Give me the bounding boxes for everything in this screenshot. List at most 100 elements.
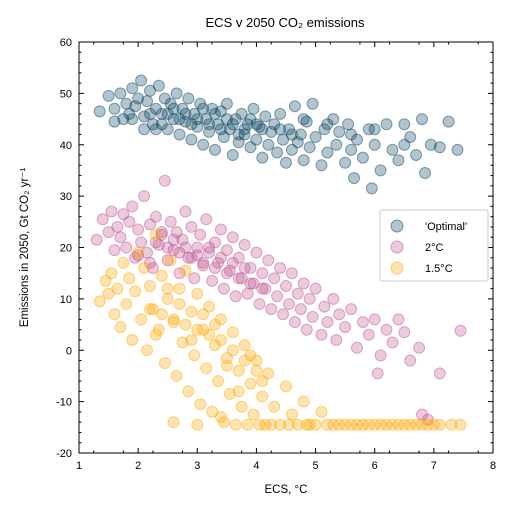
data-point	[256, 282, 269, 295]
data-point	[280, 156, 292, 169]
data-point	[188, 272, 201, 285]
data-point	[392, 418, 405, 431]
data-point	[256, 123, 269, 136]
data-point	[442, 115, 455, 128]
data-point	[285, 143, 298, 156]
data-point	[149, 228, 162, 241]
data-point	[451, 143, 464, 156]
data-point	[291, 136, 304, 149]
data-point	[108, 308, 121, 321]
data-point	[421, 413, 434, 426]
data-point	[238, 128, 251, 141]
data-point	[365, 182, 378, 195]
data-point	[303, 292, 316, 305]
data-point	[454, 418, 467, 431]
x-axis-ticks: 1 2 3 4 5 6 7 8	[76, 42, 496, 472]
data-point	[173, 246, 186, 259]
series-1-points	[90, 174, 467, 426]
data-point	[226, 118, 239, 131]
data-point	[238, 262, 251, 274]
data-point	[256, 390, 269, 403]
data-point	[188, 349, 201, 362]
data-point	[419, 167, 431, 179]
data-point	[294, 128, 307, 141]
data-point	[386, 418, 399, 431]
data-point	[229, 290, 242, 303]
data-point	[404, 354, 417, 367]
data-point	[161, 282, 174, 295]
data-point	[410, 418, 423, 431]
data-point	[241, 287, 254, 300]
data-point	[209, 339, 221, 352]
data-point	[238, 354, 251, 367]
data-point	[277, 133, 289, 146]
data-point	[197, 259, 210, 272]
data-point	[197, 102, 210, 115]
data-point	[167, 244, 180, 257]
data-point	[179, 241, 192, 254]
data-point	[111, 220, 124, 233]
data-point	[144, 218, 156, 231]
data-point	[232, 364, 245, 377]
data-point	[197, 308, 210, 321]
data-point	[135, 74, 148, 87]
data-point	[102, 287, 115, 300]
data-point	[256, 267, 269, 280]
x-tick-label: 5	[313, 460, 319, 472]
data-point	[155, 228, 168, 241]
data-point	[424, 138, 437, 151]
data-point	[149, 123, 162, 136]
data-point	[380, 418, 393, 431]
y-tick-label: 10	[60, 294, 72, 306]
series-2-points	[93, 228, 467, 431]
data-point	[176, 102, 189, 115]
data-point	[176, 336, 189, 349]
data-point	[398, 326, 411, 339]
x-tick-label: 3	[194, 460, 200, 472]
data-point	[232, 251, 245, 264]
data-point	[200, 362, 213, 375]
data-point	[445, 418, 458, 431]
data-point	[135, 313, 148, 326]
data-point	[226, 231, 239, 244]
data-point	[268, 272, 281, 285]
data-point	[108, 102, 121, 115]
data-point	[141, 95, 153, 108]
data-point	[321, 316, 334, 328]
series-0-points	[93, 74, 464, 195]
data-point	[404, 418, 417, 431]
data-point	[167, 113, 180, 126]
data-point	[214, 251, 227, 264]
data-point	[182, 251, 195, 264]
data-point	[253, 418, 266, 431]
data-point	[416, 113, 428, 126]
data-point	[327, 418, 340, 431]
data-point	[306, 310, 319, 323]
data-point	[214, 223, 227, 236]
data-point	[203, 241, 216, 254]
data-point	[194, 97, 207, 110]
data-point	[161, 123, 174, 136]
data-point	[167, 102, 180, 115]
data-point	[132, 246, 145, 259]
data-point	[212, 256, 224, 269]
y-tick-label: 50	[60, 88, 72, 100]
data-point	[259, 110, 272, 123]
data-point	[244, 377, 257, 390]
data-point	[102, 89, 115, 102]
data-point	[220, 359, 233, 372]
data-point	[285, 408, 298, 421]
data-point	[241, 118, 254, 131]
data-point	[265, 303, 278, 316]
data-point	[300, 418, 313, 431]
legend-marker	[390, 261, 404, 275]
x-tick-label: 8	[490, 460, 496, 472]
data-point	[144, 84, 156, 97]
data-point	[238, 238, 251, 251]
data-point	[123, 272, 136, 285]
data-point	[185, 220, 198, 233]
data-point	[179, 205, 192, 218]
data-point	[214, 105, 227, 118]
data-point	[330, 334, 343, 346]
data-point	[146, 262, 159, 274]
